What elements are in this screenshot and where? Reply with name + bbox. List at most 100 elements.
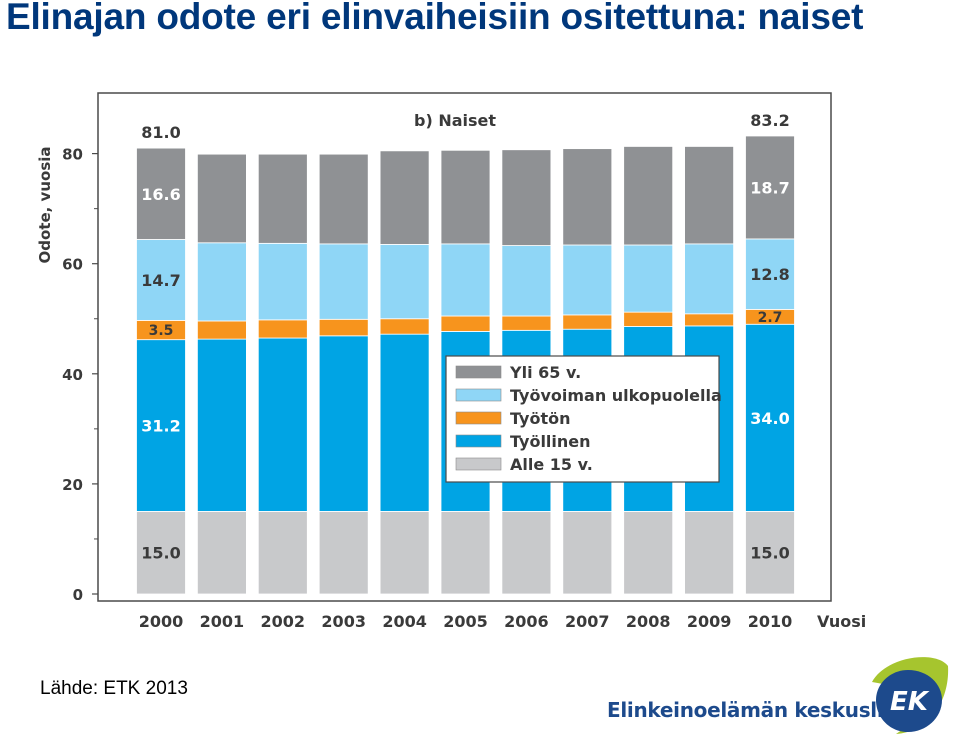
segment-value-label: 15.0 xyxy=(750,544,789,563)
segment-value-label: 31.2 xyxy=(141,417,180,436)
legend-swatch xyxy=(455,411,502,425)
bar-2004-alle-15-v- xyxy=(379,511,430,595)
x-tick-label: 2003 xyxy=(321,612,366,631)
bar-2006-alle-15-v- xyxy=(501,511,552,595)
bar-2001-ty-voiman-ulkopuolella xyxy=(196,242,247,322)
legend-label: Yli 65 v. xyxy=(509,363,581,382)
bar-2001-ty-llinen xyxy=(196,338,247,512)
bar-2008-ty-voiman-ulkopuolella xyxy=(623,244,674,313)
bar-2004-ty-t-n xyxy=(379,318,430,335)
segment-value-label: 2.7 xyxy=(758,310,783,326)
logo-blue-circle xyxy=(876,670,942,732)
bar-stack-2003 xyxy=(318,153,369,595)
x-tick-label: 2002 xyxy=(261,612,306,631)
bar-2001-ty-t-n xyxy=(196,320,247,340)
bar-2003-ty-voiman-ulkopuolella xyxy=(318,243,369,320)
x-tick-label: 2000 xyxy=(139,612,184,631)
legend-label: Työllinen xyxy=(510,432,591,451)
segment-value-label: 16.6 xyxy=(141,185,180,204)
bar-2010-ty-voiman-ulkopuolella xyxy=(745,238,795,310)
y-tick-label: 40 xyxy=(62,366,83,384)
logo-text: EK xyxy=(890,687,930,717)
bar-2004-yli-65-v- xyxy=(379,150,430,245)
bar-stack-2000: 15.0 31.2 3.5 14.7 16.6 81.0 xyxy=(136,123,186,595)
bar-2004-ty-voiman-ulkopuolella xyxy=(379,244,430,320)
bar-2008-ty-t-n xyxy=(623,311,674,327)
x-tick-label: 2005 xyxy=(443,612,488,631)
y-tick-label: 20 xyxy=(62,476,83,494)
bar-2006-ty-t-n xyxy=(501,315,552,331)
x-tick-label: 2009 xyxy=(687,612,732,631)
legend-label: Alle 15 v. xyxy=(510,455,593,474)
bar-2007-alle-15-v- xyxy=(562,511,613,595)
bar-2001-yli-65-v- xyxy=(196,153,247,244)
bar-stack-2002 xyxy=(257,153,308,595)
bar-2008-yli-65-v- xyxy=(623,146,674,246)
segment-value-label: 18.7 xyxy=(750,178,789,197)
bar-2006-yli-65-v- xyxy=(501,149,552,246)
slide-title: Elinajan odote eri elinvaiheisiin ositet… xyxy=(6,0,864,37)
x-axis: 2000 2001 2002 2003 2004 2005 2006 2007 2008 2009… xyxy=(139,612,793,631)
bar-2005-ty-t-n xyxy=(440,315,491,332)
bar-2009-ty-voiman-ulkopuolella xyxy=(684,243,734,315)
y-tick-label: 0 xyxy=(73,586,83,604)
x-tick-label: 2006 xyxy=(504,612,549,631)
bar-stack-2004 xyxy=(379,150,430,595)
bar-2002-ty-llinen xyxy=(257,337,308,512)
ek-logo: EK xyxy=(872,657,949,734)
bar-2006-ty-voiman-ulkopuolella xyxy=(501,245,552,317)
bar-2010-ty-llinen xyxy=(745,323,795,512)
segment-value-label: 34.0 xyxy=(750,409,789,428)
bar-2003-ty-t-n xyxy=(318,318,369,337)
bar-2002-ty-voiman-ulkopuolella xyxy=(257,242,308,321)
segment-value-label: 15.0 xyxy=(141,544,180,563)
bar-total-label: 81.0 xyxy=(141,123,180,142)
legend-swatch xyxy=(455,365,502,379)
organization-name: Elinkeinoelämän keskusliitto xyxy=(607,698,922,722)
bar-2005-alle-15-v- xyxy=(440,511,491,595)
segment-value-label: 3.5 xyxy=(149,323,174,339)
bar-2009-alle-15-v- xyxy=(684,511,734,595)
bar-stack-2010: 15.0 34.0 2.7 12.8 18.7 83.2 xyxy=(745,111,795,595)
bar-2005-ty-voiman-ulkopuolella xyxy=(440,243,491,317)
legend-swatch xyxy=(455,388,502,402)
bar-2009-ty-t-n xyxy=(684,313,734,327)
bar-2002-ty-t-n xyxy=(257,319,308,339)
y-axis: 0 20 40 60 80 xyxy=(62,146,98,604)
bar-stack-2001 xyxy=(196,153,247,595)
x-tick-label: 2001 xyxy=(200,612,245,631)
bar-2010-yli-65-v- xyxy=(745,135,795,240)
x-tick-label: 2010 xyxy=(748,612,793,631)
bar-2003-alle-15-v- xyxy=(318,511,369,595)
x-tick-label: 2008 xyxy=(626,612,671,631)
legend-label: Työtön xyxy=(510,409,570,428)
bar-2007-yli-65-v- xyxy=(562,148,613,246)
chart-title: b) Naiset xyxy=(414,111,496,130)
segment-value-label: 14.7 xyxy=(141,271,180,290)
bar-2002-alle-15-v- xyxy=(257,511,308,595)
legend-label: Työvoiman ulkopuolella xyxy=(510,386,722,405)
legend-swatch xyxy=(455,457,502,471)
y-tick-label: 80 xyxy=(62,146,83,164)
bar-2000-ty-voiman-ulkopuolella xyxy=(136,239,186,321)
x-axis-title: Vuosi xyxy=(817,612,866,631)
bar-2007-ty-t-n xyxy=(562,314,613,330)
bar-2007-ty-voiman-ulkopuolella xyxy=(562,244,613,316)
segment-value-label: 12.8 xyxy=(750,265,789,284)
bar-2008-alle-15-v- xyxy=(623,511,674,595)
x-tick-label: 2004 xyxy=(382,612,427,631)
y-axis-title: Odote, vuosia xyxy=(36,146,54,263)
bar-2009-yli-65-v- xyxy=(684,146,734,245)
bar-2002-yli-65-v- xyxy=(257,153,308,244)
x-tick-label: 2007 xyxy=(565,612,610,631)
source-note: Lähde: ETK 2013 xyxy=(40,678,188,699)
bar-2004-ty-llinen xyxy=(379,333,430,512)
y-tick-label: 60 xyxy=(62,256,83,274)
bar-2000-yli-65-v- xyxy=(136,147,186,240)
bar-2005-yli-65-v- xyxy=(440,149,491,245)
bar-2001-alle-15-v- xyxy=(196,511,247,595)
bars-group: 15.0 31.2 3.5 14.7 16.6 81.0 15.0 34.0 2.7 12.8 18… xyxy=(136,111,795,595)
legend: Yli 65 v. Työvoiman ulkopuolella Työtön Työ… xyxy=(445,355,722,483)
bar-2003-ty-llinen xyxy=(318,335,369,512)
